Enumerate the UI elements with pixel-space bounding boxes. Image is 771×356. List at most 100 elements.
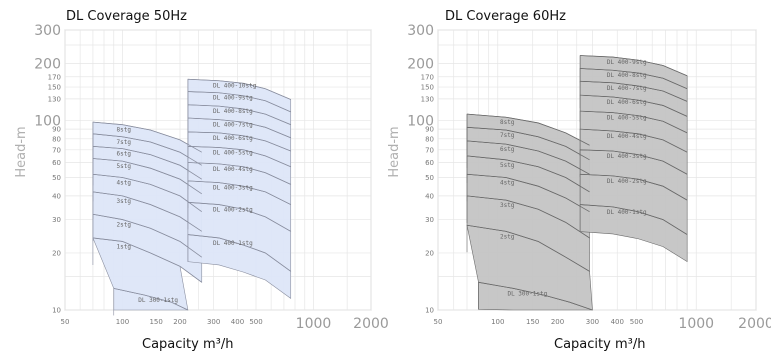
series-label: DL 400-1stg	[607, 209, 647, 216]
series-line	[113, 288, 189, 311]
series-label: DL 400-9stg	[213, 95, 253, 102]
y-tick-label: 60	[425, 159, 434, 167]
series-line	[92, 145, 202, 180]
y-tick-label: 100	[407, 113, 434, 129]
series-label: DL 400-10stg	[213, 83, 257, 90]
series-label: 2stg	[500, 233, 515, 240]
series-label: DL 400-3stg	[607, 153, 647, 160]
y-tick-label: 40	[425, 192, 434, 200]
x-tick-label: 50	[61, 318, 70, 326]
series-line	[92, 173, 202, 213]
y-tick-label: 100	[34, 113, 61, 129]
series-line	[187, 131, 291, 152]
x-axis-label: Capacity m³/h	[554, 337, 646, 352]
series-label: 1stg	[116, 243, 131, 250]
series-label: 6stg	[116, 151, 131, 158]
series-label: 3stg	[116, 198, 131, 205]
series-line	[187, 162, 291, 185]
y-tick-label: 10	[425, 307, 434, 315]
series-line	[92, 133, 202, 166]
series-line	[466, 195, 590, 239]
series-line	[92, 121, 202, 153]
series-line	[187, 145, 291, 168]
series-line	[580, 173, 688, 201]
y-tick-label: 90	[425, 126, 434, 134]
chart-svg-60hz: 2stg 3stg 4stg 5stg 6stg 7stg 8stg DL 300-1stg D…	[387, 23, 771, 332]
series-label: 7stg	[116, 139, 131, 146]
series-line	[187, 201, 291, 232]
series-line	[580, 94, 688, 117]
y-tick-label: 10	[52, 307, 61, 315]
y-tick-label: 300	[34, 23, 61, 39]
series-line	[187, 180, 291, 205]
series-label: DL 400-5stg	[213, 149, 253, 156]
series-label: DL 400-7stg	[607, 85, 647, 92]
series-label: DL 400-5stg	[607, 115, 647, 122]
y-tick-label: 20	[52, 249, 61, 257]
series-line	[580, 80, 688, 102]
x-tick-label: 150	[149, 318, 162, 326]
series-label: DL 400-2stg	[213, 207, 253, 214]
x-tick-label: 150	[526, 318, 539, 326]
series-line	[187, 104, 291, 126]
x-tick-label: 1000	[296, 316, 332, 332]
series-label: 4stg	[116, 180, 131, 187]
series-line	[466, 113, 590, 146]
y-tick-label: 130	[421, 95, 434, 103]
x-tick-label: 300	[586, 318, 599, 326]
series-line	[466, 126, 590, 161]
y-tick-label: 80	[425, 135, 434, 143]
series-line	[92, 158, 202, 195]
series-line	[187, 91, 291, 113]
performance-curves: 2stg 3stg 4stg 5stg 6stg 7stg 8stg DL 300-1stg D…	[466, 55, 688, 311]
y-tick-label: 170	[48, 73, 61, 81]
coverage-zone	[466, 55, 688, 311]
x-tick-label: 200	[173, 318, 186, 326]
series-line	[92, 213, 202, 258]
x-tick-label: 100	[491, 318, 504, 326]
series-label: DL 400-4stg	[213, 166, 253, 173]
series-line	[580, 68, 688, 90]
x-tick-label: 400	[231, 318, 244, 326]
series-line	[466, 140, 590, 175]
series-label: DL 400-9stg	[607, 59, 647, 66]
series-line	[580, 128, 688, 153]
series-line	[92, 191, 202, 232]
performance-curves: 1stg 2stg 3stg 4stg 5stg 6stg 7stg 8stg DL 300-1…	[92, 78, 291, 316]
series-line	[187, 78, 291, 100]
x-tick-label: 500	[630, 318, 643, 326]
x-tick-label: 100	[116, 318, 129, 326]
series-label: 2stg	[116, 222, 131, 229]
y-tick-label: 30	[52, 216, 61, 224]
y-tick-label: 170	[421, 73, 434, 81]
series-line	[466, 224, 590, 272]
series-line	[580, 149, 688, 175]
y-tick-label: 300	[407, 23, 434, 39]
y-tick-label: 150	[48, 84, 61, 92]
coverage-zone	[92, 78, 292, 311]
series-line	[478, 281, 593, 311]
series-label: DL 300-1stg	[138, 297, 178, 304]
chart-title: DL Coverage 60Hz	[445, 9, 566, 24]
series-label: DL 400-3stg	[213, 185, 253, 192]
x-tick-label: 400	[611, 318, 624, 326]
y-tick-label: 50	[425, 174, 434, 182]
y-tick-label: 130	[48, 95, 61, 103]
series-label: DL 400-4stg	[607, 133, 647, 140]
series-label: DL 400-8stg	[213, 108, 253, 115]
chart-panel-60hz: DL Coverage 60Hz 2stg 3stg 4stg 5stg 6stg 7st…	[386, 0, 771, 356]
chart-panel-50hz: DL Coverage 50Hz 1stg 2stg 3stg 4stg 5stg 6st…	[14, 9, 389, 352]
series-label: 8stg	[116, 127, 131, 134]
y-tick-label: 70	[52, 146, 61, 154]
series-line	[580, 55, 688, 77]
series-line	[92, 237, 202, 283]
chart-svg-50hz: 1stg 2stg 3stg 4stg 5stg 6stg 7stg 8stg DL 300-1…	[14, 23, 389, 332]
series-label: 6stg	[500, 146, 515, 153]
series-line	[466, 173, 590, 213]
series-label: 5stg	[116, 163, 131, 170]
y-tick-label: 20	[425, 249, 434, 257]
x-tick-label: 200	[551, 318, 564, 326]
series-label: 8stg	[500, 119, 515, 126]
series-label: DL 400-6stg	[213, 135, 253, 142]
x-axis-label: Capacity m³/h	[142, 337, 234, 352]
